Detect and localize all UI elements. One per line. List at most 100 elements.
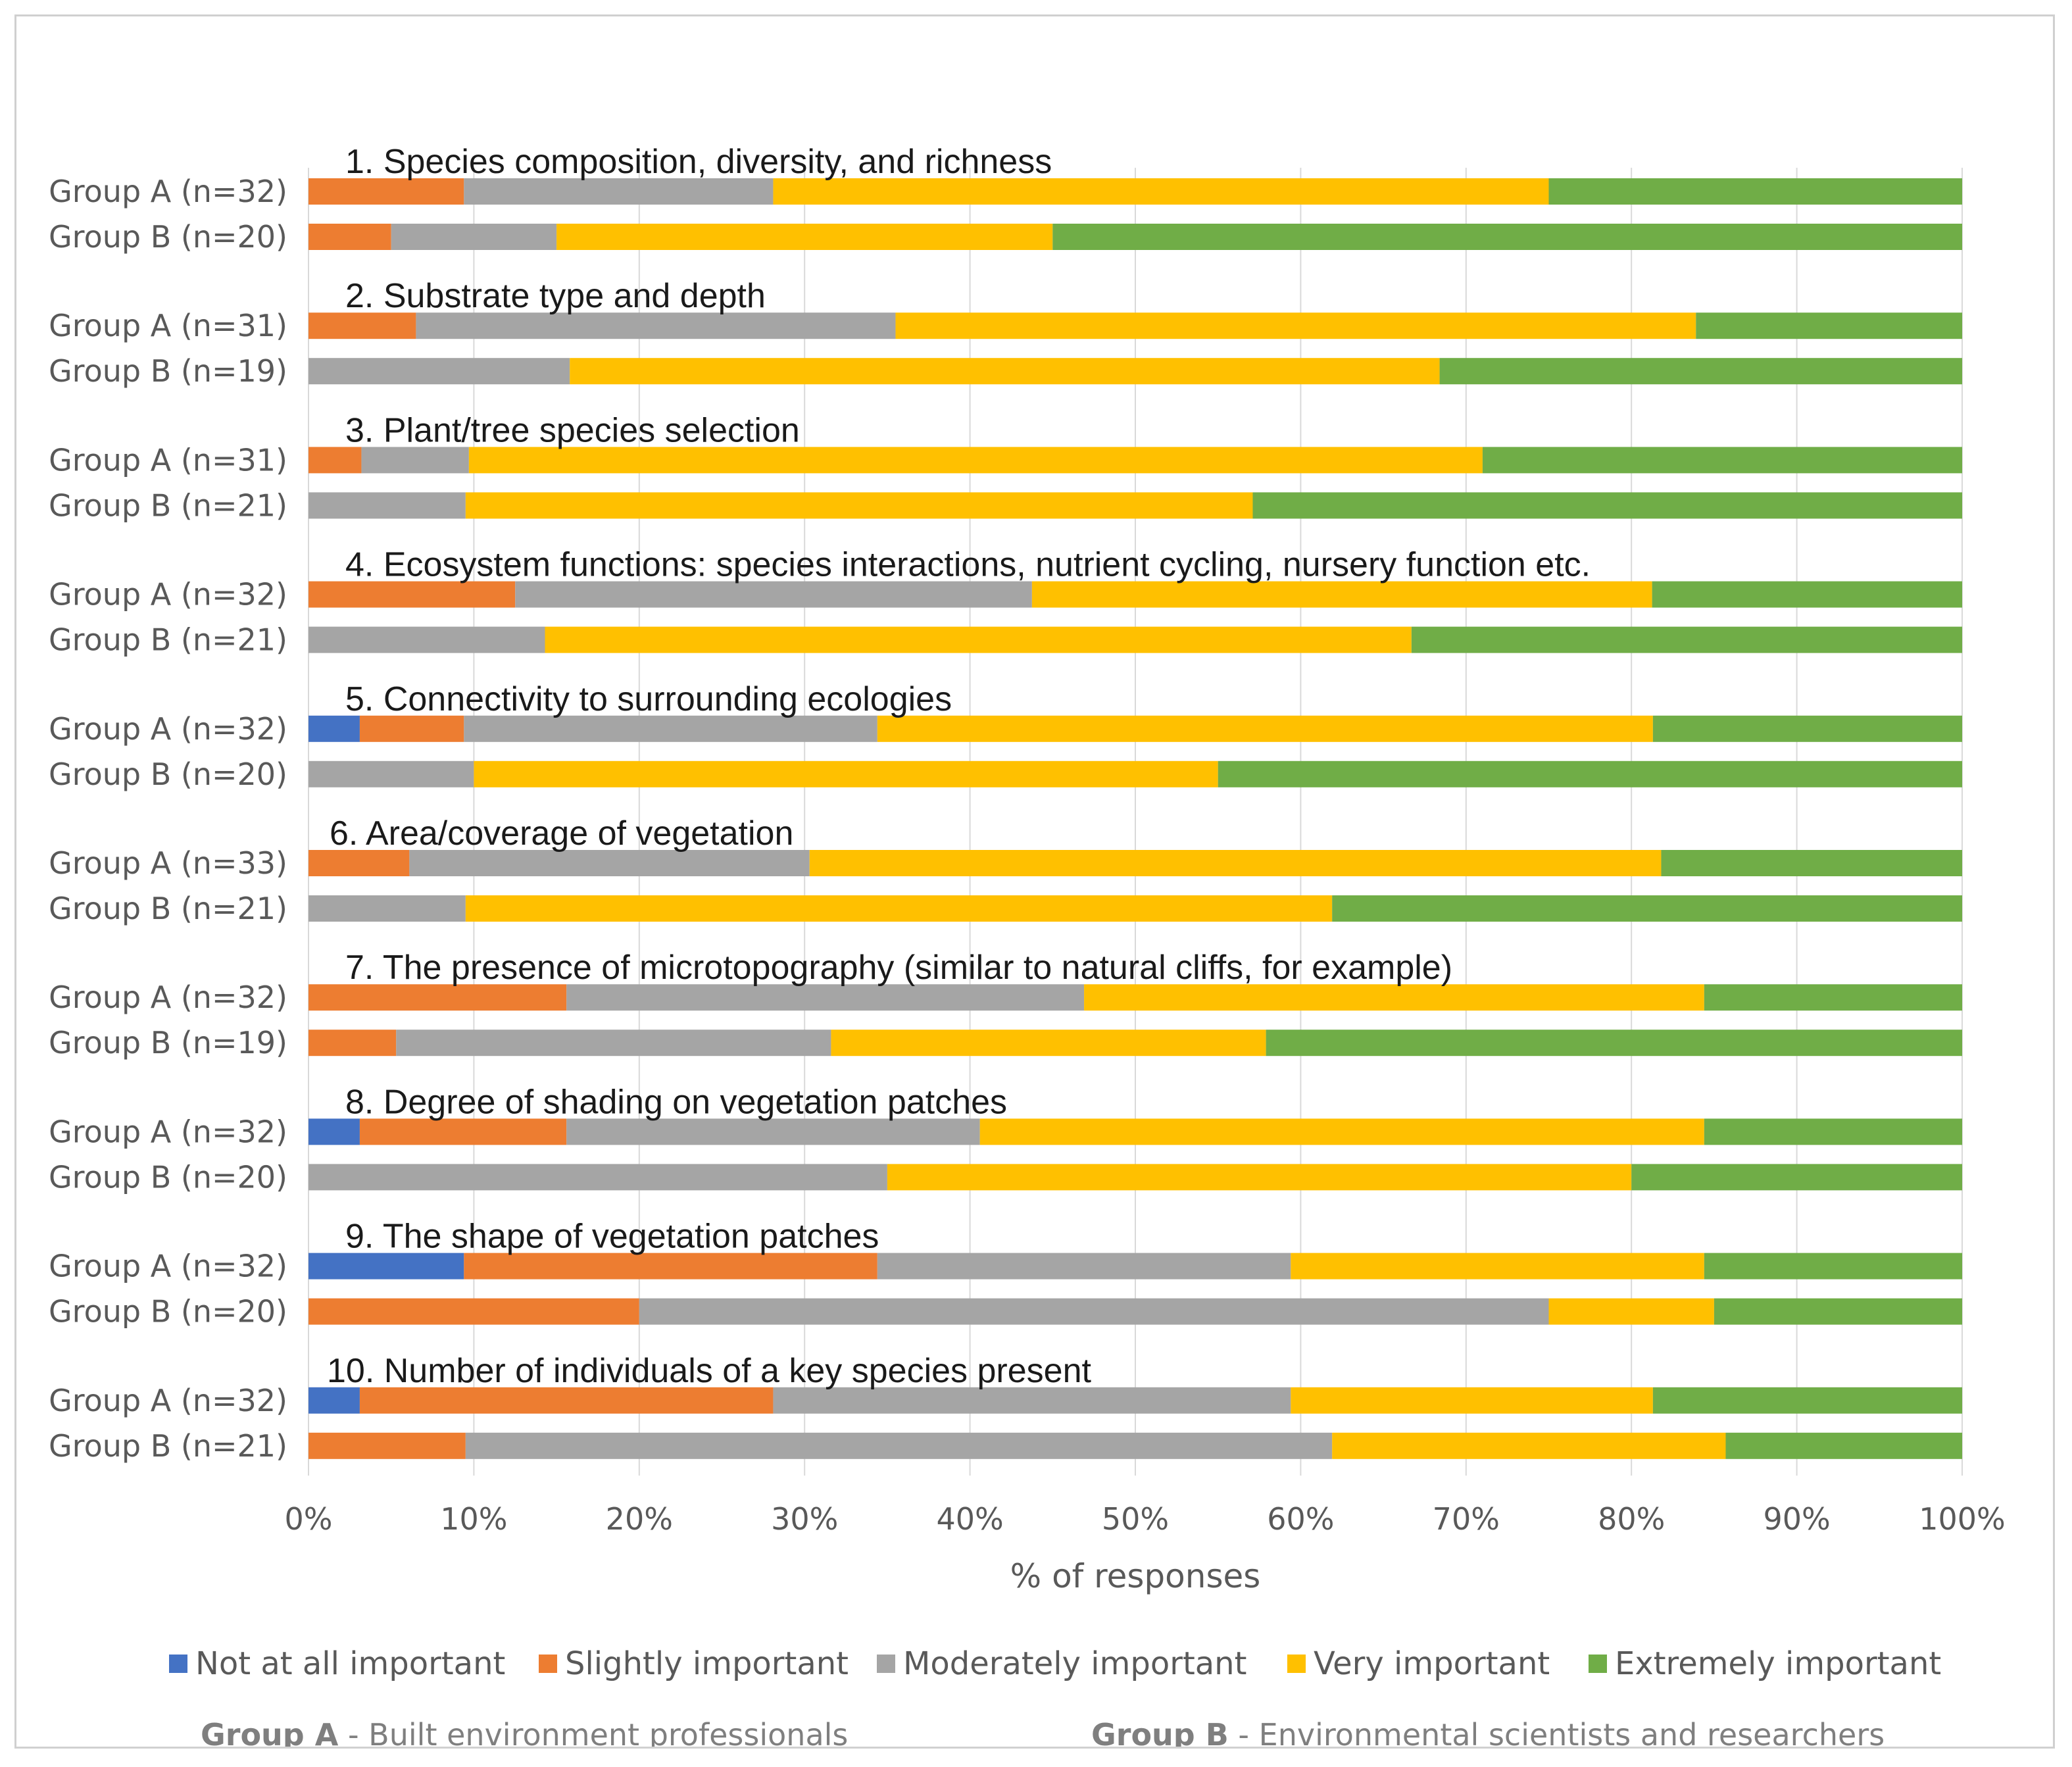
- legend-item: Not at all important: [169, 1645, 505, 1682]
- bar-segment-slightly-important: [308, 1432, 466, 1459]
- bar-segment-extremely-important: [1704, 984, 1962, 1011]
- legend-item: Moderately important: [877, 1645, 1246, 1682]
- footnote-group-b: Group B - Environmental scientists and r…: [1091, 1717, 1885, 1747]
- bar-segment-very-important: [773, 178, 1549, 205]
- bar-segment-moderately-important: [515, 581, 1032, 608]
- row-label: Group B (n=19): [49, 353, 287, 389]
- x-tick-label: 50%: [1102, 1501, 1169, 1537]
- bar-segment-extremely-important: [1704, 1118, 1962, 1145]
- row-label: Group B (n=20): [49, 1159, 287, 1195]
- item-title: 10. Number of individuals of a key speci…: [327, 1352, 1092, 1390]
- item-title: 2. Substrate type and depth: [345, 277, 766, 315]
- item-title: 3. Plant/tree species selection: [345, 411, 800, 449]
- row-label: Group A (n=32): [49, 1383, 287, 1418]
- item-titles: 1. Species composition, diversity, and r…: [327, 143, 1591, 1390]
- item-title: 4. Ecosystem functions: species interact…: [345, 546, 1591, 584]
- row-label: Group A (n=31): [49, 308, 287, 343]
- bar-segment-slightly-important: [308, 581, 516, 608]
- x-tick-label: 80%: [1598, 1501, 1665, 1537]
- bar-segment-slightly-important: [308, 178, 464, 205]
- item-title: 7. The presence of microtopography (simi…: [345, 949, 1452, 987]
- legend-item: Extremely important: [1589, 1645, 1941, 1682]
- bars: [308, 178, 1962, 1459]
- chart-frame: Group A (n=32) Group B (n=20) Group A (n=3…: [14, 14, 2055, 1749]
- bar-segment-moderately-important: [308, 1164, 887, 1191]
- bar-segment-extremely-important: [1332, 895, 1962, 922]
- bar-segment-moderately-important: [308, 358, 570, 385]
- bar-segment-slightly-important: [359, 1118, 567, 1145]
- bar-segment-slightly-important: [308, 850, 410, 876]
- row-label: Group B (n=21): [49, 1428, 287, 1464]
- bar-segment-extremely-important: [1411, 626, 1962, 653]
- bar-segment-moderately-important: [416, 312, 896, 339]
- bar-segment-moderately-important: [566, 984, 1085, 1011]
- bar-segment-extremely-important: [1218, 760, 1962, 787]
- bar-segment-extremely-important: [1652, 1387, 1962, 1414]
- bar-segment-very-important: [570, 358, 1440, 385]
- legend-label: Not at all important: [195, 1645, 505, 1682]
- bar-segment-very-important: [809, 850, 1662, 876]
- bar-segment-moderately-important: [391, 224, 557, 250]
- legend-label: Very important: [1314, 1645, 1550, 1682]
- row-label: Group A (n=32): [49, 1249, 287, 1284]
- row-label: Group A (n=31): [49, 442, 287, 478]
- bar-segment-slightly-important: [359, 715, 464, 742]
- bar-segment-extremely-important: [1252, 492, 1962, 519]
- bar-segment-very-important: [1548, 1298, 1714, 1325]
- bar-segment-moderately-important: [361, 447, 469, 474]
- row-label: Group A (n=32): [49, 980, 287, 1015]
- row-label: Group A (n=32): [49, 711, 287, 747]
- bar-segment-very-important: [465, 895, 1333, 922]
- row-label: Group B (n=21): [49, 487, 287, 523]
- legend-swatch: [169, 1655, 187, 1673]
- legend: Not at all important Slightly important Mo…: [169, 1645, 1941, 1682]
- bar-segment-extremely-important: [1696, 312, 1962, 339]
- item-title: 5. Connectivity to surrounding ecologies: [345, 680, 952, 718]
- row-labels: Group A (n=32) Group B (n=20) Group A (n=3…: [49, 174, 287, 1464]
- row-label: Group B (n=21): [49, 891, 287, 926]
- bar-segment-moderately-important: [396, 1030, 831, 1057]
- legend-item: Very important: [1287, 1645, 1550, 1682]
- item-title: 1. Species composition, diversity, and r…: [345, 143, 1052, 181]
- bar-segment-extremely-important: [1652, 581, 1962, 608]
- bar-segment-slightly-important: [359, 1387, 774, 1414]
- bar-segment-very-important: [1291, 1253, 1704, 1280]
- bar-segment-very-important: [468, 447, 1483, 474]
- bar-segment-not-at-all-important: [308, 715, 360, 742]
- bar-segment-very-important: [1291, 1387, 1653, 1414]
- x-tick-label: 30%: [771, 1501, 838, 1537]
- row-label: Group A (n=32): [49, 174, 287, 209]
- row-label: Group B (n=20): [49, 1294, 287, 1330]
- bar-segment-slightly-important: [308, 224, 391, 250]
- bar-segment-moderately-important: [639, 1298, 1549, 1325]
- footnote-group-a-name: Group A: [201, 1717, 339, 1747]
- row-label: Group B (n=19): [49, 1025, 287, 1060]
- bar-segment-not-at-all-important: [308, 1253, 464, 1280]
- bar-segment-very-important: [979, 1118, 1704, 1145]
- bar-segment-extremely-important: [1482, 447, 1962, 474]
- row-label: Group A (n=32): [49, 1114, 287, 1149]
- bar-segment-extremely-important: [1052, 224, 1962, 250]
- bar-segment-very-important: [831, 1030, 1266, 1057]
- bar-segment-very-important: [545, 626, 1412, 653]
- bar-segment-very-important: [1031, 581, 1652, 608]
- x-axis-ticks: 0% 10% 20% 30% 40% 50% 60% 70% 80% 90% 100%: [285, 1501, 2006, 1537]
- stacked-bar-chart: Group A (n=32) Group B (n=20) Group A (n=3…: [49, 143, 2006, 1747]
- footnote-group-a: Group A - Built environment professional…: [201, 1717, 848, 1747]
- bar-segment-extremely-important: [1652, 715, 1962, 742]
- bar-segment-moderately-important: [877, 1253, 1291, 1280]
- footnote-group-a-desc: - Built environment professionals: [338, 1717, 848, 1747]
- legend-swatch: [1287, 1655, 1306, 1673]
- legend-item: Slightly important: [539, 1645, 849, 1682]
- x-tick-label: 10%: [440, 1501, 507, 1537]
- item-title: 6. Area/coverage of vegetation: [330, 814, 793, 853]
- bar-segment-moderately-important: [308, 626, 545, 653]
- bar-segment-very-important: [556, 224, 1053, 250]
- row-label: Group A (n=33): [49, 845, 287, 881]
- bar-segment-not-at-all-important: [308, 1387, 360, 1414]
- bar-segment-not-at-all-important: [308, 1118, 360, 1145]
- bar-segment-extremely-important: [1714, 1298, 1962, 1325]
- bar-segment-slightly-important: [308, 1030, 397, 1057]
- bar-segment-very-important: [465, 492, 1253, 519]
- bar-segment-moderately-important: [566, 1118, 980, 1145]
